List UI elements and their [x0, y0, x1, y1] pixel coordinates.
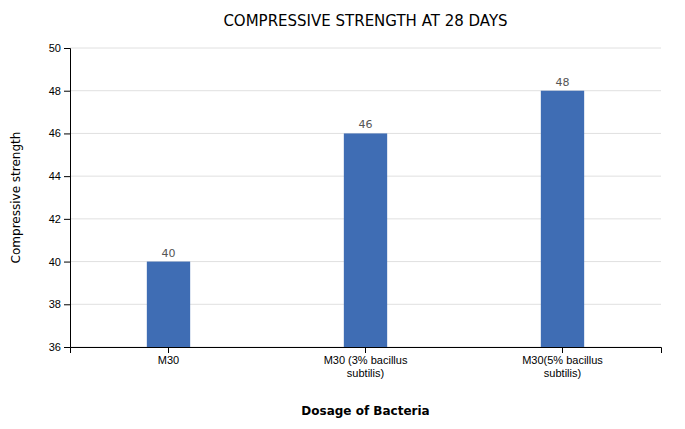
y-tick-label: 36 — [49, 341, 61, 353]
y-axis-title: Compressive strength — [9, 132, 23, 264]
x-tick: M30 — [158, 347, 179, 366]
y-tick-mark — [64, 262, 70, 263]
x-tick-mark — [168, 347, 169, 353]
x-tick: M30 (3% bacillussubtilis) — [324, 347, 408, 379]
x-axis-line — [71, 348, 662, 354]
bar — [344, 133, 387, 347]
y-tick: 38 — [49, 298, 70, 310]
y-tick-label: 48 — [49, 85, 61, 97]
bars — [147, 91, 584, 347]
x-tick-mark — [365, 347, 366, 353]
y-axis-line — [64, 49, 71, 348]
y-tick: 42 — [49, 213, 70, 225]
x-axis: M30 M30 (3% bacillussubtilis) M30(5% bacil… — [71, 347, 662, 379]
y-tick-label: 46 — [49, 127, 61, 139]
data-label: 46 — [359, 118, 373, 131]
y-tick-label: 50 — [49, 42, 61, 54]
x-tick: M30(5% bacillussubtilis) — [522, 347, 603, 379]
y-tick-label: 42 — [49, 213, 61, 225]
chart: 36 38 40 42 44 46 48 50 M30 M30 (3% bacillussubti… — [0, 0, 685, 429]
x-axis-title: Dosage of Bacteria — [301, 404, 429, 418]
title: COMPRESSIVE STRENGTH AT 28 DAYS — [223, 12, 507, 30]
x-tick-label: M30(5% bacillussubtilis) — [522, 354, 603, 379]
x-tick-label: M30 — [158, 354, 179, 366]
data-label: 48 — [556, 76, 570, 89]
y-tick-label: 38 — [49, 298, 61, 310]
x-tick-label: M30 (3% bacillussubtilis) — [324, 354, 408, 379]
y-tick-mark — [64, 176, 70, 177]
y-tick: 46 — [49, 127, 70, 139]
y-tick-mark — [64, 91, 70, 92]
y-tick: 36 — [49, 341, 70, 353]
y-tick: 44 — [49, 170, 70, 182]
y-axis: 36 38 40 42 44 46 48 50 — [49, 42, 71, 353]
y-tick-mark — [64, 304, 70, 305]
y-tick-label: 44 — [49, 170, 61, 182]
y-tick-label: 40 — [49, 256, 61, 268]
y-tick-mark — [64, 133, 70, 134]
y-tick-mark — [64, 48, 70, 49]
y-tick: 40 — [49, 256, 70, 268]
data-label: 40 — [162, 247, 176, 260]
y-tick-mark — [64, 347, 70, 348]
plot: 36 38 40 42 44 46 48 50 M30 M30 (3% bacillussubti… — [49, 42, 662, 429]
x-tick-mark — [562, 347, 563, 353]
data-labels: 40 46 48 — [162, 76, 570, 260]
bar — [147, 262, 190, 347]
y-tick: 48 — [49, 85, 70, 97]
grid-line — [70, 48, 661, 49]
y-tick-mark — [64, 219, 70, 220]
bar — [541, 91, 584, 347]
y-tick: 50 — [49, 42, 70, 54]
